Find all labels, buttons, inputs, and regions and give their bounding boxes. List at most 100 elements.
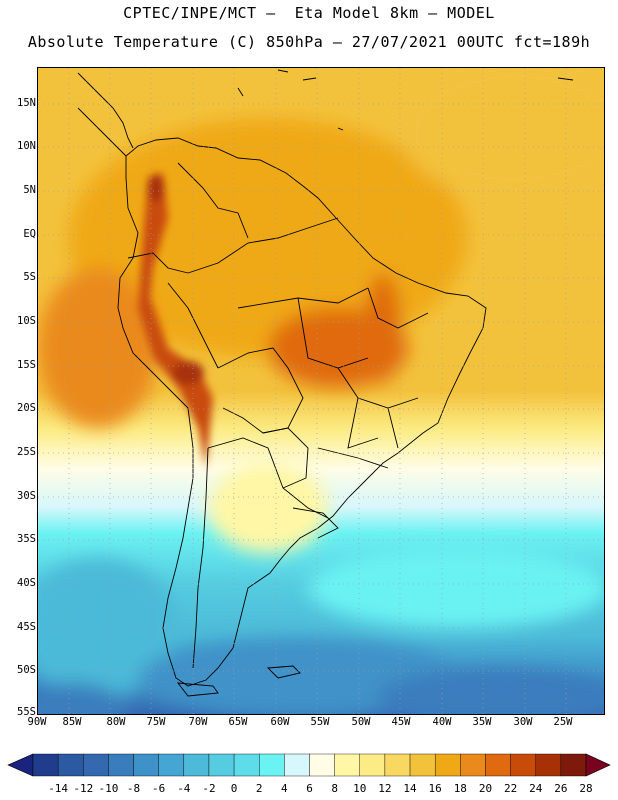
lat-label-5s: 5S [23, 271, 36, 283]
colorbar-label: 2 [255, 782, 263, 795]
field-coldest-se [378, 668, 604, 714]
colorbar-label: -12 [73, 782, 94, 795]
border-paraguay [262, 427, 309, 489]
field-mild-south [208, 463, 328, 553]
border-uruguay [292, 507, 339, 539]
colorbar-swatch [510, 753, 536, 777]
lon-label-85w: 85W [62, 716, 82, 728]
lat-label-10n: 10N [17, 140, 36, 152]
border-ecuador-peru [127, 252, 189, 274]
colorbar-swatch [560, 753, 587, 777]
colorbar-swatch [57, 753, 84, 777]
lon-label-75w: 75W [146, 716, 166, 728]
lat-label-30s: 30S [17, 490, 36, 502]
colorbar-swatch [208, 753, 235, 777]
lat-label-5n: 5N [23, 184, 36, 196]
colorbar-label: -10 [98, 782, 119, 795]
colorbar-label: 26 [554, 782, 568, 795]
colorbar-right-cap [585, 753, 611, 777]
border-bolivia [217, 347, 304, 434]
colorbar-label: -6 [152, 782, 166, 795]
lon-label-30w: 30W [513, 716, 533, 728]
colorbar-label: -14 [48, 782, 69, 795]
colorbar-swatch [83, 753, 109, 777]
border-brazil-north [187, 217, 339, 274]
colorbar-swatch [460, 753, 486, 777]
border-argentina-chile [192, 447, 209, 669]
lon-label-45w: 45W [391, 716, 411, 728]
lat-label-50s: 50S [17, 664, 36, 676]
colorbar-label: 0 [230, 782, 238, 795]
lat-label-40s: 40S [17, 577, 36, 589]
field-coldest-sw [38, 683, 128, 714]
lat-label-55s: 55S [17, 706, 36, 718]
field-cold-patagonia-sea [138, 638, 458, 714]
colorbar-label: -2 [202, 782, 216, 795]
andes-hot-spot-peru [172, 361, 204, 385]
colorbar-swatch [108, 753, 134, 777]
colorbar-swatch [183, 753, 210, 777]
colorbar-swatch [309, 753, 335, 777]
lat-label-20s: 20S [17, 402, 36, 414]
colorbar-swatch [158, 753, 185, 777]
colorbar-label: 6 [306, 782, 313, 795]
lon-label-55w: 55W [310, 716, 330, 728]
colorbar-label: 22 [503, 782, 518, 795]
field-warm-pacific [38, 268, 158, 428]
colorbar-swatch [485, 753, 511, 777]
colorbar-label: 14 [403, 782, 417, 795]
lat-label-25s: 25S [17, 446, 36, 458]
lon-label-65w: 65W [228, 716, 248, 728]
temperature-colorbar [7, 753, 611, 777]
lat-label-10s: 10S [17, 315, 36, 327]
colorbar-label: 12 [378, 782, 392, 795]
colorbar-label: 24 [529, 782, 543, 795]
border-colombia-venezuela [177, 162, 249, 239]
field-orange-ocean-north [398, 68, 604, 198]
colorbar-swatch [359, 753, 386, 777]
colorbar-label: -8 [126, 782, 141, 795]
lon-label-60w: 60W [270, 716, 290, 728]
lon-label-80w: 80W [106, 716, 126, 728]
title-line-1: CPTEC/INPE/MCT – Eta Model 8km – MODEL [123, 4, 495, 22]
colorbar-swatch [384, 753, 411, 777]
colorbar-label: 10 [353, 782, 367, 795]
colorbar-left-cap [7, 753, 34, 777]
falklands [266, 665, 301, 679]
title-line-2: Absolute Temperature (C) 850hPa – 27/07/… [27, 33, 591, 51]
field-cool-south-atlantic [308, 548, 604, 628]
colorbar-swatch [535, 753, 562, 777]
field-warm-ne-brazil [365, 273, 401, 383]
colorbar-label: 20 [478, 782, 493, 795]
lon-label-40w: 40W [432, 716, 452, 728]
colorbar-swatch [233, 753, 260, 777]
colorbar-swatch [259, 753, 285, 777]
lon-label-50w: 50W [351, 716, 371, 728]
colorbar-swatch [284, 753, 310, 777]
field-cold-south-pacific [38, 558, 178, 698]
lat-label-15s: 15S [17, 359, 36, 371]
colorbar-swatch [434, 753, 461, 777]
colorbar-swatch [32, 753, 59, 777]
colorbar-label: 28 [579, 782, 593, 795]
caribbean-islands [237, 69, 574, 131]
colorbar-label: -4 [177, 782, 191, 795]
temperature-map [37, 67, 605, 715]
border-argentina-north [207, 437, 329, 519]
lon-label-35w: 35W [472, 716, 492, 728]
brazil-states [237, 287, 429, 469]
lat-label-eq: EQ [23, 228, 36, 240]
lon-label-25w: 25W [553, 716, 573, 728]
lon-label-90w: 90W [27, 716, 47, 728]
colorbar-label: 18 [453, 782, 467, 795]
south-america-coastline [117, 137, 487, 687]
lat-label-15n: 15N [17, 97, 36, 109]
central-america-coastline [77, 72, 134, 157]
colorbar-swatch [409, 753, 436, 777]
andes-warm-ridge [138, 173, 213, 468]
lon-label-70w: 70W [188, 716, 208, 728]
colorbar-swatch [334, 753, 360, 777]
colorbar-label: 4 [281, 782, 288, 795]
lat-label-35s: 35S [17, 533, 36, 545]
lat-label-45s: 45S [17, 621, 36, 633]
